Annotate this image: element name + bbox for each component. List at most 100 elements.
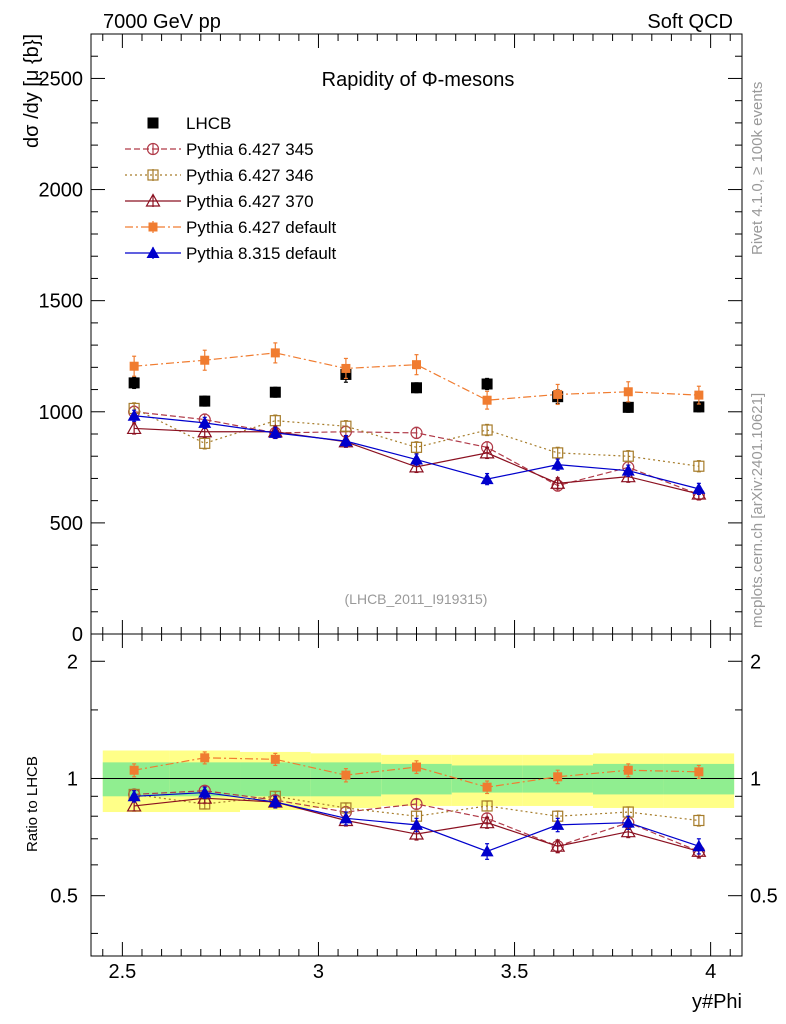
ratio-plot-marks: [126, 751, 707, 860]
ratio-y-tick-label: 1: [67, 768, 78, 790]
ratio-point-p6def: [129, 765, 139, 775]
main-plot-marks: [126, 342, 707, 501]
main-point-p370: [126, 420, 142, 435]
legend-entry: Pythia 8.315 default: [125, 244, 337, 263]
ratio-panel: 0.5 0.5 1 1 2 2 2.5 3 3.5 4 Ratio to LHCB y#Phi: [24, 633, 778, 1013]
main-point-p8def: [621, 464, 635, 476]
main-point-p370: [550, 475, 566, 489]
x-axis-label: y#Phi: [692, 991, 742, 1013]
ratio-series-p6def: [129, 751, 704, 795]
legend-label: Pythia 6.427 346: [186, 166, 314, 185]
main-point-data: [199, 395, 211, 407]
legend-marker: [147, 169, 159, 181]
watermark-label: (LHCB_2011_I919315): [345, 591, 488, 607]
main-y-tick-label: 2500: [39, 68, 84, 90]
main-point-p6def: [412, 360, 421, 370]
ratio-point-p345: [410, 797, 423, 811]
main-point-data: [128, 377, 140, 389]
ratio-axes: 0.5 0.5 1 1 2 2 2.5 3 3.5 4: [50, 634, 778, 983]
ratio-point-p346: [693, 814, 705, 827]
ratio-point-p6def: [270, 754, 280, 764]
main-point-p370: [479, 445, 495, 459]
x-tick-label: 2.5: [108, 961, 136, 983]
ratio-band-inner: [240, 762, 311, 797]
ratio-point-p6def: [412, 762, 421, 772]
main-y-tick-label: 500: [50, 513, 83, 535]
ratio-point-p370: [479, 814, 495, 829]
main-point-p346: [340, 420, 352, 432]
x-tick-label: 3: [313, 961, 324, 983]
main-series-p6def: [129, 342, 704, 410]
main-point-p346: [199, 437, 211, 449]
ratio-point-p8def: [480, 844, 494, 857]
ratio-series-p370: [126, 790, 707, 859]
main-y-tick-label: 1500: [39, 291, 84, 313]
ratio-point-p6def: [341, 770, 351, 780]
main-point-p8def: [339, 434, 353, 447]
main-point-p6def: [129, 361, 139, 371]
ratio-point-p6def: [553, 772, 563, 782]
header-right: Soft QCD: [647, 11, 733, 33]
main-point-p8def: [692, 482, 706, 494]
legend-entry: Pythia 6.427 370: [125, 192, 314, 211]
ratio-y-tick-label: 0.5: [50, 886, 78, 908]
main-point-p370: [408, 459, 425, 473]
legend-entry: Pythia 6.427 default: [125, 218, 337, 237]
legend-label: LHCB: [186, 114, 231, 133]
main-point-data: [693, 401, 705, 413]
ratio-point-p370: [550, 838, 566, 852]
legend: LHCB Pythia 6.427 345 Pythia 6.427 346 Pyth…: [125, 114, 337, 263]
legend-label: Pythia 6.427 370: [186, 192, 314, 211]
main-point-p8def: [410, 453, 423, 465]
ratio-point-p6def: [694, 767, 704, 777]
ratio-point-p8def: [692, 839, 706, 852]
main-point-p345: [410, 426, 423, 439]
mcplots-credit-text: mcplots.cern.ch [arXiv:2401.10621]: [749, 393, 766, 628]
ratio-point-p8def: [621, 816, 635, 828]
ratio-point-p8def: [339, 811, 353, 824]
main-series-p8def: [127, 409, 706, 496]
main-point-p6def: [482, 395, 492, 405]
ratio-point-p370: [408, 826, 425, 840]
legend-entry: Pythia 6.427 346: [125, 166, 314, 185]
ratio-point-p8def: [410, 818, 423, 830]
ratio-frame: [90, 633, 743, 957]
ratio-point-p6def: [623, 765, 633, 775]
ratio-point-p6def: [482, 782, 492, 792]
main-point-p6def: [623, 387, 633, 397]
x-tick-label: 3.5: [501, 961, 529, 983]
main-point-p346: [622, 450, 634, 462]
main-point-p8def: [551, 458, 565, 470]
ratio-y-tick-label-right: 0.5: [750, 886, 778, 908]
main-point-p346: [481, 424, 493, 436]
legend-entry: Pythia 6.427 345: [125, 140, 314, 159]
main-point-p370: [197, 424, 213, 438]
legend-marker: [145, 193, 161, 207]
main-point-p6def: [341, 363, 351, 373]
legend-marker: [147, 117, 159, 129]
legend-label: Pythia 8.315 default: [186, 244, 337, 263]
main-point-data: [622, 401, 634, 413]
main-point-p346: [693, 460, 705, 472]
main-y-tick-label: 1000: [39, 402, 84, 424]
main-y-axis-label: dσ /dy [μ {b}]: [21, 34, 43, 148]
ratio-y-tick-label-right: 1: [750, 768, 761, 790]
ratio-point-p6def: [200, 753, 210, 763]
main-line-p346: [133, 407, 699, 467]
legend-marker: [146, 142, 160, 156]
legend-marker: [146, 246, 160, 258]
main-point-p8def: [127, 409, 141, 421]
ratio-series-p8def: [127, 786, 706, 860]
ratio-point-p8def: [268, 795, 282, 808]
rivet-version-text: Rivet 4.1.0, ≥ 100k events: [749, 82, 766, 255]
ratio-uncertainty-bands: [102, 750, 735, 813]
ratio-y-tick-label: 2: [67, 651, 78, 673]
main-title: Rapidity of Φ-mesons: [322, 69, 515, 91]
legend-label: Pythia 6.427 default: [186, 218, 337, 237]
ratio-point-p370: [126, 798, 142, 812]
ratio-y-tick-label-right: 2: [750, 651, 761, 673]
legend-marker: [148, 222, 158, 232]
main-point-p6def: [694, 390, 704, 400]
ratio-y-axis-label: Ratio to LHCB: [24, 756, 41, 852]
